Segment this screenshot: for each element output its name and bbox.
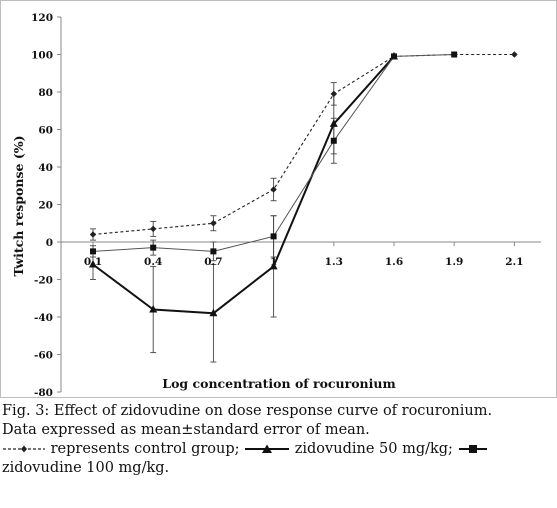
- data-point-diamond: [330, 90, 337, 98]
- y-tick-label: -40: [34, 312, 53, 324]
- y-tick-label: -60: [34, 350, 53, 362]
- data-point-triangle: [149, 305, 158, 313]
- y-axis-label: Twitch response (%): [11, 135, 26, 276]
- y-tick-label: -20: [34, 275, 53, 287]
- tick-labels: 120 100 80 60 40 20 0 -20 -40 -60 -80 0.1 0.4 0.7 1 1.3…: [31, 12, 523, 399]
- legend-zidovudine-50-triangle-icon: [245, 444, 290, 453]
- x-tick-label: 0.1: [84, 256, 102, 268]
- data-point-square: [150, 244, 157, 251]
- x-tick-label: 0.7: [204, 256, 222, 268]
- caption-line-4: zidovudine 100 mg/kg.: [2, 460, 170, 476]
- caption-line-2: Data expressed as mean±standard error of…: [2, 422, 370, 438]
- x-tick-label: 1.9: [445, 256, 463, 268]
- legend-zidovudine-100-square-icon: [458, 445, 487, 453]
- legend-control-label: represents control group;: [46, 441, 240, 457]
- series-lines: [92, 53, 515, 315]
- y-tick-label: 100: [31, 50, 53, 62]
- legend-control-dashed-diamond-icon: [3, 445, 45, 453]
- data-point-square: [270, 233, 277, 240]
- data-point-diamond: [89, 231, 97, 238]
- data-point-diamond: [270, 186, 277, 193]
- data-point-square: [391, 53, 397, 60]
- series-markers: [89, 51, 518, 317]
- data-point-triangle: [209, 308, 218, 317]
- x-tick-label: 1.6: [385, 256, 403, 268]
- y-tick-label: 20: [38, 200, 53, 212]
- x-tick-label: 1: [270, 256, 277, 268]
- figure-caption: Fig. 3: Effect of zidovudine on dose res…: [2, 402, 555, 478]
- y-tick-label: 120: [31, 12, 53, 24]
- x-tick-label: 1.3: [325, 256, 343, 268]
- x-tick-label: 0.4: [144, 256, 162, 268]
- series-line-2: [92, 55, 395, 315]
- data-point-triangle: [89, 260, 97, 268]
- x-axis-label: Log concentration of rocuronium: [162, 376, 395, 391]
- data-point-square: [90, 248, 96, 255]
- y-tick-label: 0: [46, 237, 53, 249]
- data-point-triangle: [329, 119, 338, 127]
- x-tick-label: 2.1: [505, 256, 523, 268]
- y-tick-label: -80: [34, 387, 53, 399]
- line-chart: 120 100 80 60 40 20 0 -20 -40 -60 -80 0.1 0.4 0.7 1 1.3…: [11, 12, 541, 399]
- data-point-diamond: [150, 225, 157, 233]
- series-line-1: [92, 53, 515, 236]
- data-point-square: [210, 248, 217, 255]
- data-point-square: [330, 137, 337, 144]
- data-point-triangle: [269, 261, 278, 270]
- legend-zidovudine-50-label: zidovudine 50 mg/kg;: [290, 441, 453, 457]
- y-tick-label: 80: [38, 87, 53, 99]
- data-point-square: [451, 51, 458, 58]
- data-point-diamond: [511, 51, 518, 58]
- caption-line-1: Fig. 3: Effect of zidovudine on dose res…: [2, 403, 493, 419]
- caption-line-3: represents control group; zidovudine 50 …: [2, 440, 555, 459]
- chart-figure: 120 100 80 60 40 20 0 -20 -40 -60 -80 0.1 0.4 0.7 1 1.3…: [0, 0, 557, 399]
- y-tick-label: 40: [38, 162, 53, 174]
- y-tick-label: 60: [38, 125, 53, 137]
- data-point-diamond: [210, 220, 217, 227]
